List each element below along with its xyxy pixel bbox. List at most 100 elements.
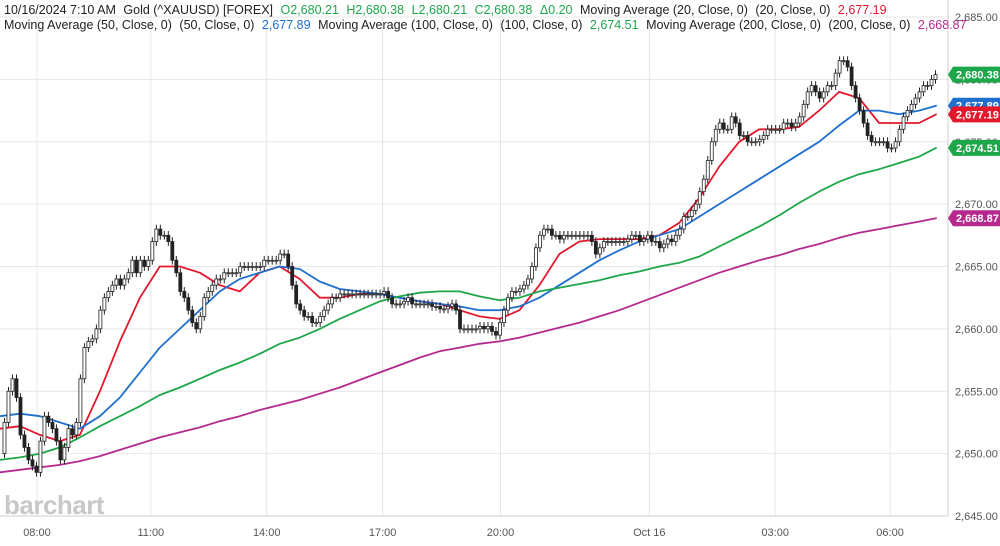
price-candle bbox=[709, 137, 714, 165]
price-candle bbox=[901, 112, 906, 134]
value-tag-ma20: 2,677.19 bbox=[948, 106, 1000, 123]
price-candle bbox=[34, 461, 39, 477]
price-candle bbox=[422, 299, 426, 309]
price-candle bbox=[78, 374, 83, 427]
price-candle bbox=[414, 299, 418, 309]
price-candle bbox=[769, 124, 774, 134]
price-candle bbox=[589, 230, 594, 246]
price-candle bbox=[865, 118, 870, 140]
price-candle bbox=[905, 106, 910, 122]
header-symbol: Gold (^XAUUSD) [FOREX] bbox=[123, 3, 274, 17]
price-candle bbox=[294, 280, 299, 309]
price-candle bbox=[833, 68, 838, 90]
price-candle bbox=[86, 336, 91, 352]
price-candle bbox=[74, 418, 79, 440]
price-candle bbox=[613, 237, 618, 246]
price-candle bbox=[653, 237, 658, 246]
price-candle bbox=[238, 262, 243, 278]
header-change: Δ0.20 bbox=[539, 3, 573, 17]
ma20-label[interactable]: Moving Average (20, Close, 0) bbox=[580, 3, 748, 17]
price-candle bbox=[813, 81, 818, 97]
price-candle bbox=[897, 124, 902, 147]
price-candles bbox=[2, 56, 938, 477]
value-tag-text: 2,674.51 bbox=[956, 143, 999, 155]
price-candle bbox=[378, 289, 382, 299]
price-candle bbox=[621, 237, 626, 246]
price-candle bbox=[218, 274, 223, 284]
ma-line-3 bbox=[0, 217, 937, 474]
price-candle bbox=[446, 302, 450, 314]
price-candle bbox=[370, 289, 375, 299]
price-candle bbox=[286, 249, 291, 271]
price-candle bbox=[641, 234, 646, 246]
x-tick-label: 03:00 bbox=[761, 527, 789, 539]
price-candle bbox=[226, 268, 231, 278]
value-tag-price: 2,680.38 bbox=[948, 66, 1000, 83]
price-candle bbox=[94, 324, 99, 344]
price-candle bbox=[877, 137, 882, 147]
price-candle bbox=[330, 293, 335, 309]
header-date: 10/16/2024 7:10 AM bbox=[4, 3, 116, 17]
price-candle bbox=[825, 81, 830, 97]
value-labels: 2,680.382,677.892,677.192,674.512,668.87 bbox=[948, 66, 1000, 227]
price-candle bbox=[705, 156, 710, 184]
header-line-2: Moving Average (50, Close, 0) (50, Close… bbox=[4, 18, 971, 32]
price-candle bbox=[861, 106, 866, 128]
price-candle bbox=[454, 299, 458, 315]
price-candle bbox=[346, 289, 351, 299]
price-candle bbox=[162, 230, 167, 240]
price-candle bbox=[178, 268, 183, 296]
price-candle bbox=[909, 99, 914, 115]
price-candle bbox=[450, 299, 454, 311]
price-candle bbox=[873, 137, 878, 147]
price-candle bbox=[354, 289, 359, 299]
price-candle bbox=[605, 237, 610, 246]
price-candle bbox=[765, 124, 770, 140]
price-candle bbox=[54, 424, 59, 446]
ma50-label[interactable]: Moving Average (50, Close, 0) bbox=[4, 18, 172, 32]
y-tick-label: 2,655.00 bbox=[955, 386, 998, 398]
price-candle bbox=[166, 230, 171, 246]
price-candle bbox=[262, 255, 267, 271]
price-candle bbox=[753, 137, 758, 147]
price-candle bbox=[22, 430, 27, 452]
ma50-params: (50, Close, 0) bbox=[179, 18, 255, 32]
price-candle bbox=[126, 268, 131, 284]
y-tick-label: 2,645.00 bbox=[955, 511, 998, 523]
price-candle bbox=[569, 230, 574, 240]
price-candle bbox=[182, 287, 187, 303]
ma50-value: 2,677.89 bbox=[261, 18, 311, 32]
price-candle bbox=[362, 289, 367, 299]
price-candle bbox=[390, 293, 394, 309]
ma200-value: 2,668.87 bbox=[917, 18, 967, 32]
price-candle bbox=[633, 230, 638, 240]
price-candle bbox=[322, 305, 327, 321]
ma100-label[interactable]: Moving Average (100, Close, 0) bbox=[318, 18, 493, 32]
price-candle bbox=[130, 255, 135, 278]
price-candle bbox=[689, 205, 694, 221]
x-tick-label: Oct 16 bbox=[633, 527, 665, 539]
price-candle bbox=[817, 87, 822, 103]
ma200-label[interactable]: Moving Average (200, Close, 0) bbox=[646, 18, 821, 32]
price-candle bbox=[282, 249, 287, 259]
grid bbox=[0, 16, 948, 517]
price-candle bbox=[190, 305, 195, 328]
price-candle bbox=[222, 268, 227, 284]
price-candle bbox=[785, 118, 790, 128]
price-candle bbox=[585, 230, 590, 240]
price-candle bbox=[530, 262, 534, 284]
price-candle bbox=[426, 299, 430, 309]
price-candle bbox=[741, 131, 746, 140]
y-tick-label: 2,650.00 bbox=[955, 449, 998, 461]
price-candle bbox=[110, 280, 115, 296]
price-candle bbox=[338, 289, 343, 303]
value-tag-ma100: 2,674.51 bbox=[948, 139, 1000, 156]
y-tick-label: 2,660.00 bbox=[955, 324, 998, 336]
price-candle bbox=[50, 418, 55, 434]
x-tick-label: 11:00 bbox=[137, 527, 164, 539]
price-candle bbox=[581, 230, 586, 240]
price-candle bbox=[514, 287, 518, 296]
price-candle bbox=[318, 312, 323, 328]
